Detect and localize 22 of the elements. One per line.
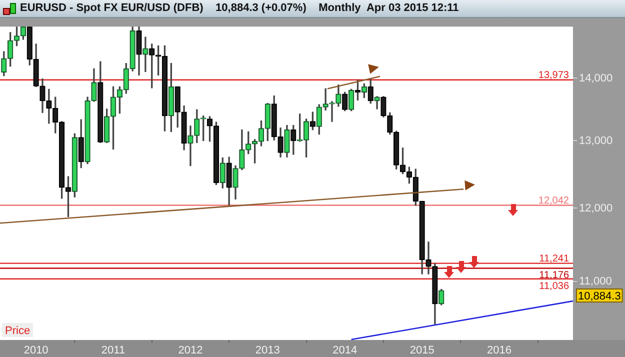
x-tick-label: 2013 bbox=[255, 344, 280, 357]
text: 10,884.3 bbox=[578, 290, 621, 303]
x-tick-label: 2016 bbox=[487, 344, 512, 357]
annotation: Price bbox=[5, 325, 30, 337]
x-tick-label: 2010 bbox=[24, 344, 48, 357]
y-tick-label: 14,000 bbox=[579, 72, 613, 84]
ref-line-label: 11,036 bbox=[539, 280, 570, 292]
ref-line-label: 11,176 bbox=[539, 270, 570, 282]
x-tick-label: 2011 bbox=[101, 344, 126, 357]
ref-line-label: 11,241 bbox=[539, 253, 570, 264]
candlestick bbox=[188, 126, 194, 166]
x-tick-label: 2015 bbox=[410, 344, 434, 357]
x-tick-label: 2014 bbox=[332, 344, 358, 357]
y-tick-label: 13,000 bbox=[579, 134, 613, 147]
candlestick bbox=[142, 36, 148, 72]
ref-line-label: 13,973 bbox=[538, 70, 570, 81]
chart-title: EURUSD - Spot FX EUR/USD (DFB) 10,884.3 (+0.07%) Monthly Apr 03 2015 12:11 bbox=[20, 2, 459, 14]
y-tick-label: 12,000 bbox=[579, 202, 613, 214]
x-tick-label: 2012 bbox=[178, 344, 203, 357]
y-tick-label: 11,000 bbox=[579, 276, 612, 288]
ref-line-label: 12,042 bbox=[538, 195, 570, 206]
candlestick bbox=[322, 88, 328, 110]
